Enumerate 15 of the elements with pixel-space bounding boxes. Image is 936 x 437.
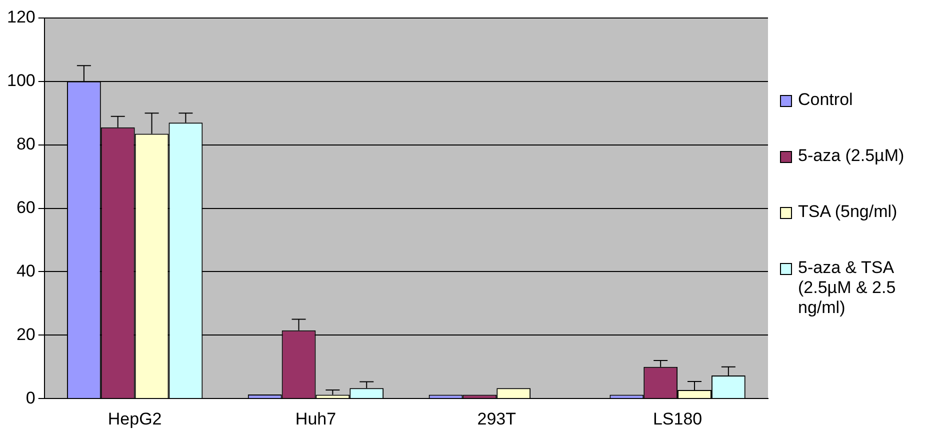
x-tick-label: LS180: [652, 409, 702, 428]
legend-label: 5-aza (2.5µM): [798, 146, 904, 166]
y-tick-label: 60: [16, 198, 36, 217]
y-tick-label: 80: [16, 134, 36, 154]
legend-label: Control: [798, 90, 853, 110]
legend-label: 5-aza & TSA (2.5µM & 2.5 ng/ml): [798, 258, 897, 318]
y-tick-label: 40: [16, 261, 36, 280]
x-tick-label: Huh7: [295, 409, 336, 428]
y-tick-label: 120: [6, 8, 36, 27]
legend-label: TSA (5ng/ml): [798, 202, 898, 222]
x-tick-label: 293T: [477, 409, 516, 428]
x-tick-label: HepG2: [108, 409, 162, 428]
y-tick-label: 100: [6, 71, 36, 90]
y-tick-label: 20: [16, 324, 36, 344]
y-tick-label: 0: [26, 388, 36, 408]
